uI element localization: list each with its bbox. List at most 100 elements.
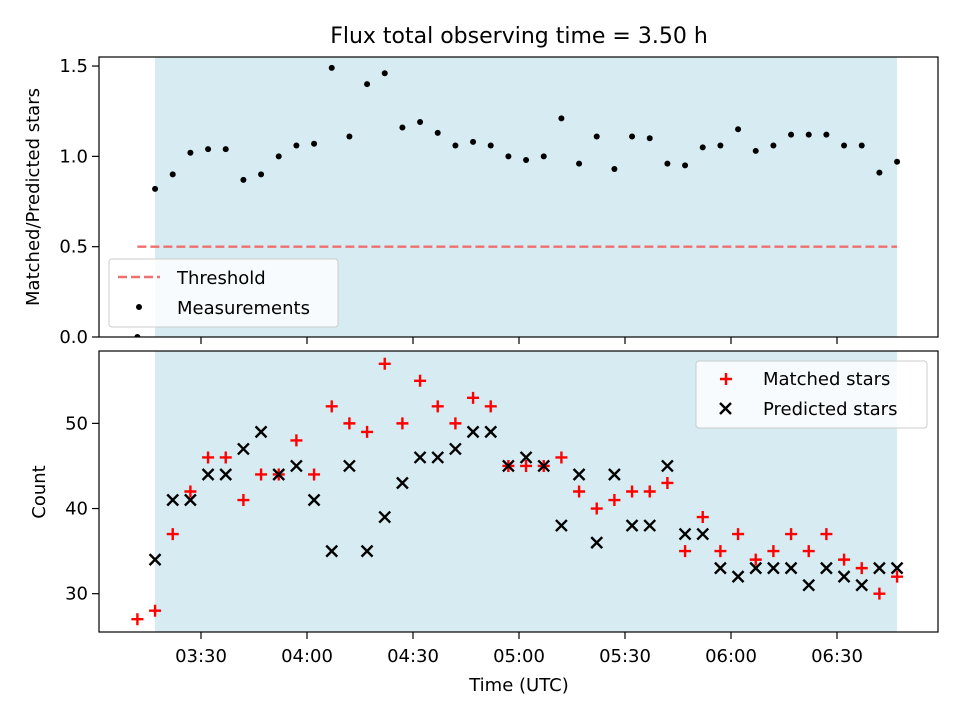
count-y-axis: 30 40 50 [65, 413, 99, 605]
matched-star-point [626, 485, 639, 498]
measurement-point [328, 64, 335, 71]
measurement-legend-label: Measurements [177, 298, 310, 319]
measurement-point [788, 131, 795, 138]
x-tick-label: 04:30 [387, 646, 439, 667]
measurement-point [470, 138, 477, 145]
ratio-y-axis-label: Matched/Predicted stars [23, 88, 44, 306]
predicted-star-point [855, 578, 869, 592]
matched-star-point [661, 476, 674, 489]
measurement-point [576, 160, 583, 167]
predicted-star-point [873, 561, 886, 575]
matched-star-point [325, 400, 338, 413]
ratio-legend-box [108, 258, 339, 328]
measurement-point [611, 166, 618, 172]
matched-star-point [414, 374, 427, 387]
predicted-star-point [590, 536, 604, 549]
predicted-star-point [678, 527, 692, 541]
predicted-star-point [413, 451, 427, 464]
measurement-point [894, 158, 901, 165]
matched-star-point [643, 485, 656, 498]
ratio-x-axis [200, 337, 838, 344]
matched-star-point [343, 417, 356, 430]
measurement-point [858, 142, 865, 149]
matched-star-point [590, 502, 603, 515]
measurement-point [434, 129, 441, 136]
predicted-star-point [502, 459, 515, 473]
measurement-point [311, 140, 318, 147]
predicted-star-point [696, 527, 710, 541]
predicted-star-point [201, 468, 215, 481]
matched-star-point [749, 553, 762, 566]
measurement-point [664, 160, 671, 167]
matched-star-point [520, 459, 533, 472]
predicted-star-point [555, 519, 568, 532]
predicted-star-point [360, 544, 374, 558]
predicted-star-point [237, 442, 250, 456]
measurement-point [540, 153, 547, 160]
matched-star-point [484, 400, 497, 413]
matched-star-point [149, 604, 162, 617]
matched-star-point [767, 545, 780, 558]
matched-star-point [802, 545, 815, 558]
predicted-star-point [767, 561, 780, 575]
measurement-point [346, 133, 353, 140]
predicted-star-point [714, 561, 727, 575]
count-y-axis-label: Count [29, 465, 50, 518]
measurement-point [523, 156, 530, 163]
predicted-star-point [890, 561, 904, 575]
matched-star-point [714, 545, 727, 558]
y-tick-label: 0.0 [59, 327, 88, 348]
measurement-point [805, 131, 812, 138]
predicted-legend-swatch [719, 402, 732, 415]
matched-star-point [431, 400, 444, 413]
predicted-star-point [343, 459, 356, 473]
measurement-point [452, 142, 459, 149]
matched-star-point [838, 553, 851, 566]
measurement-point [841, 142, 848, 149]
measurement-point [558, 115, 565, 122]
matched-star-point [131, 613, 144, 626]
predicted-star-point [643, 519, 657, 532]
measurement-point [399, 124, 406, 131]
predicted-star-point [449, 442, 462, 456]
x-tick-label: 03:30 [175, 646, 227, 667]
y-tick-label: 1.0 [59, 146, 88, 167]
ratio-legend: Threshold Measurements [108, 258, 339, 328]
matched-star-point [237, 494, 250, 507]
predicted-star-point [661, 459, 674, 473]
measurement-point [258, 171, 265, 178]
predicted-star-point [184, 493, 197, 507]
matched-star-point [396, 417, 409, 430]
measurement-point [152, 185, 159, 192]
x-tick-label: 04:00 [281, 646, 333, 667]
x-tick-label: 06:00 [705, 646, 757, 667]
x-tick-label: 05:30 [599, 646, 651, 667]
predicted-star-point [307, 493, 321, 507]
y-tick-label: 40 [65, 499, 88, 520]
measurement-point [735, 126, 742, 133]
predicted-star-point [537, 459, 551, 473]
predicted-star-point [572, 468, 586, 481]
predicted-star-point [396, 476, 409, 490]
predicted-star-point [625, 519, 639, 532]
measurement-point [770, 142, 777, 149]
predicted-star-point [431, 451, 445, 464]
measurement-point [699, 144, 706, 151]
predicted-star-point [325, 544, 339, 558]
measurement-point [752, 147, 759, 154]
predicted-star-point [272, 468, 286, 481]
matched-legend-label: Matched stars [763, 369, 890, 390]
measurement-point [823, 131, 830, 138]
measurement-point [222, 146, 229, 153]
measurement-point [417, 119, 424, 126]
count-legend-box [695, 360, 928, 429]
count-legend: Matched stars Predicted stars [695, 360, 928, 429]
x-tick-label: 05:00 [493, 646, 545, 667]
threshold-legend-label: Threshold [176, 268, 266, 289]
measurement-point [717, 142, 724, 149]
matched-star-point [290, 434, 303, 447]
matched-star-point [166, 528, 179, 541]
matched-star-point [820, 528, 833, 541]
measurement-point [646, 135, 653, 142]
predicted-star-point [802, 578, 816, 592]
